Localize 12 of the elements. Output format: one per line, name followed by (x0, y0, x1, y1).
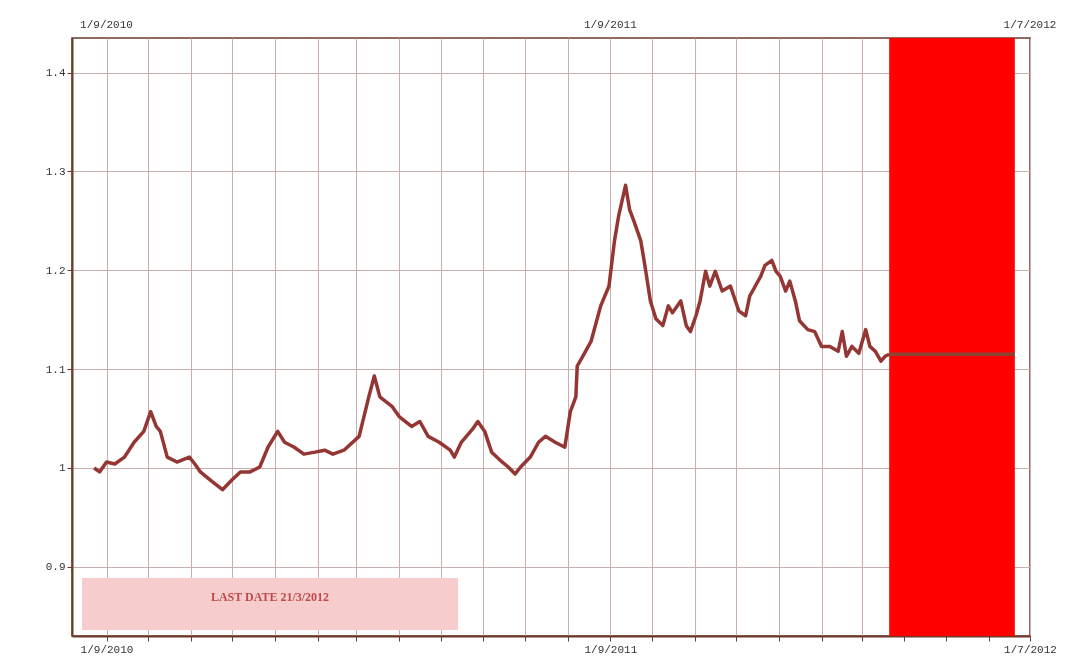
y-tick-label: 1.3 (45, 165, 66, 178)
x-tick-label: 1/9/2011 (584, 643, 638, 656)
x-tick-label: 1/7/2012 (1004, 643, 1057, 656)
x2-tick-label: 1/7/2012 (1003, 19, 1057, 31)
y-tick-label: 1.4 (45, 67, 66, 80)
y-tick-label: 1.1 (45, 363, 66, 376)
y-tick-label: 1 (58, 462, 66, 475)
y-tick-label: 0.9 (45, 561, 66, 574)
x2-tick-label: 1/9/2010 (80, 19, 133, 31)
x2-tick-label: 1/9/2011 (583, 19, 638, 31)
y-tick-label: 1.2 (45, 264, 66, 277)
x-tick-label: 1/9/2010 (80, 643, 134, 656)
